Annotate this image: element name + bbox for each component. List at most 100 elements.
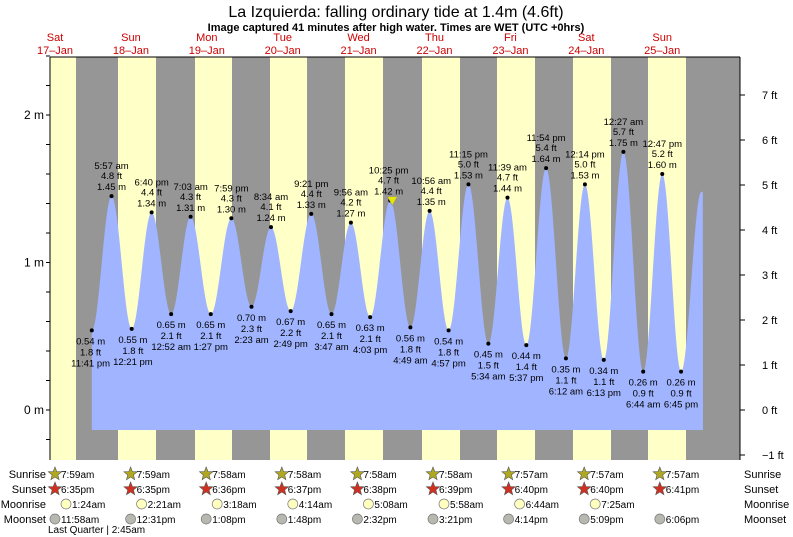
sunset-icon: [47, 481, 63, 496]
tide-water-area: [91, 152, 704, 430]
day-date-label: 17–Jan: [37, 45, 73, 57]
low-tide-point: [89, 328, 94, 333]
low-tide-m-label: 0.54 m: [434, 336, 463, 347]
sunset-icon: [652, 481, 668, 496]
high-tide-time-label: 10:25 pm: [369, 166, 409, 177]
moon-phase-label: Last Quarter | 2:45am: [48, 525, 145, 536]
low-tide-label-group: 0.56 m1.8 ft4:49 am: [393, 333, 427, 366]
moonset-row-label-left: Moonset: [4, 514, 46, 526]
sunrise-icon: [501, 466, 517, 481]
high-tide-time-label: 7:59 pm: [214, 183, 248, 194]
high-tide-label-group: 7:03 am4.3 ft1.31 m: [173, 182, 207, 214]
high-tide-m-label: 1.45 m: [97, 182, 126, 193]
sunrise-icon: [425, 466, 441, 481]
day-name-label: Sun: [121, 32, 141, 44]
moonset-time: 2:32pm: [363, 515, 396, 526]
feet-tick-label: 0 ft: [762, 405, 777, 417]
low-tide-ft-label: 0.9 ft: [671, 389, 692, 400]
low-tide-m-label: 0.63 m: [356, 323, 385, 334]
high-tide-time-label: 6:40 pm: [134, 177, 168, 188]
low-tide-label-group: 0.65 m2.1 ft3:47 am: [314, 320, 348, 353]
chart-title: La Izquierda: falling ordinary tide at 1…: [228, 4, 563, 21]
day-name-label: Thu: [425, 32, 444, 44]
axes-layer: 2 m 1 m 0 m 7 ft 6 ft 5 ft 4 ft 3 ft 2 ft 1 ft 0 f…: [24, 55, 784, 462]
moonrise-time: 3:18am: [223, 500, 256, 511]
high-tide-time-label: 7:03 am: [173, 182, 207, 193]
low-tide-time-label: 3:47 am: [314, 342, 348, 353]
moonrise-icon: [211, 498, 223, 510]
day-date-label: 20–Jan: [265, 45, 301, 57]
high-tide-point: [621, 149, 626, 154]
low-tide-time-label: 12:52 am: [151, 342, 191, 353]
high-tide-ft-label: 4.2 ft: [340, 198, 361, 209]
sunset-icon: [576, 481, 592, 496]
day-name-label: Tue: [273, 32, 292, 44]
day-name-label: Mon: [196, 32, 217, 44]
feet-tick-label: 5 ft: [762, 180, 777, 192]
day-name-label: Sat: [578, 32, 595, 44]
moonrise-time: 7:25am: [601, 500, 634, 511]
low-tide-ft-label: 2.1 ft: [161, 331, 182, 342]
sunset-time: 6:38pm: [363, 485, 396, 496]
low-tide-m-label: 0.56 m: [396, 333, 425, 344]
low-tide-label-group: 0.35 m1.1 ft6:12 am: [549, 364, 583, 397]
high-tide-ft-label: 5.0 ft: [458, 159, 479, 170]
low-tide-m-label: 0.26 m: [667, 378, 696, 389]
feet-tick-label: 7 ft: [762, 90, 777, 102]
low-tide-point: [679, 369, 684, 374]
low-tide-point: [446, 328, 451, 333]
low-tide-point: [368, 315, 373, 320]
low-tide-time-label: 11:41 pm: [71, 358, 110, 369]
high-tide-m-label: 1.75 m: [609, 138, 638, 149]
low-tide-time-label: 5:37 pm: [509, 373, 543, 384]
high-tide-label-group: 10:56 am4.4 ft1.35 m: [411, 176, 451, 208]
high-tide-ft-label: 4.4 ft: [301, 189, 322, 200]
low-tide-ft-label: 2.1 ft: [200, 331, 221, 342]
moonset-icon: [125, 513, 136, 525]
high-tide-point: [149, 210, 154, 215]
moonset-time: 3:21pm: [439, 515, 472, 526]
low-tide-label-group: 0.26 m0.9 ft6:45 pm: [664, 378, 698, 411]
sunset-time: 6:40pm: [590, 485, 623, 496]
high-tide-time-label: 8:34 am: [254, 192, 288, 203]
high-tide-ft-label: 4.3 ft: [221, 193, 242, 204]
low-tide-m-label: 0.70 m: [237, 313, 266, 324]
moonrise-time: 5:58am: [450, 500, 483, 511]
low-tide-point: [249, 304, 254, 309]
moonset-icon: [352, 513, 363, 525]
high-tide-point: [505, 195, 510, 200]
low-tide-m-label: 0.65 m: [196, 320, 225, 331]
moonrise-row-label-right: Moonrise: [744, 499, 789, 511]
day-date-label: 24–Jan: [568, 45, 604, 57]
high-tide-point: [660, 172, 665, 176]
moonrise-row-label-left: Moonrise: [1, 499, 46, 511]
high-tide-ft-label: 4.4 ft: [421, 186, 442, 197]
low-tide-m-label: 0.65 m: [157, 320, 186, 331]
moonrise-time: 6:44am: [526, 500, 559, 511]
low-tide-point: [408, 325, 413, 330]
sunrise-row-label-right: Sunrise: [744, 469, 781, 481]
low-tide-ft-label: 1.8 ft: [438, 347, 459, 358]
moonrise-icon: [136, 498, 147, 510]
low-tide-time-label: 5:34 am: [471, 372, 505, 383]
high-tide-m-label: 1.34 m: [137, 198, 166, 209]
moonrise-icon: [60, 498, 72, 510]
sunset-time: 6:40pm: [515, 485, 548, 496]
high-tide-time-label: 5:57 am: [94, 161, 128, 172]
low-tide-ft-label: 0.9 ft: [633, 389, 654, 400]
low-tide-label-group: 0.44 m1.4 ft5:37 pm: [509, 351, 543, 384]
sunrise-icon: [198, 466, 214, 481]
low-tide-ft-label: 2.1 ft: [321, 331, 342, 342]
high-tide-m-label: 1.33 m: [297, 200, 326, 211]
low-tide-ft-label: 2.1 ft: [360, 334, 381, 345]
low-tide-ft-label: 1.1 ft: [593, 377, 614, 388]
sunset-icon: [349, 481, 365, 496]
high-tide-time-label: 9:21 pm: [294, 179, 328, 190]
high-tide-m-label: 1.24 m: [256, 213, 285, 224]
day-date-label: 21–Jan: [341, 45, 377, 57]
low-tide-time-label: 6:44 am: [626, 400, 660, 411]
low-tide-label-group: 0.67 m2.2 ft2:49 pm: [274, 317, 308, 350]
day-date-label: 18–Jan: [113, 45, 149, 57]
high-tide-m-label: 1.53 m: [570, 170, 599, 181]
